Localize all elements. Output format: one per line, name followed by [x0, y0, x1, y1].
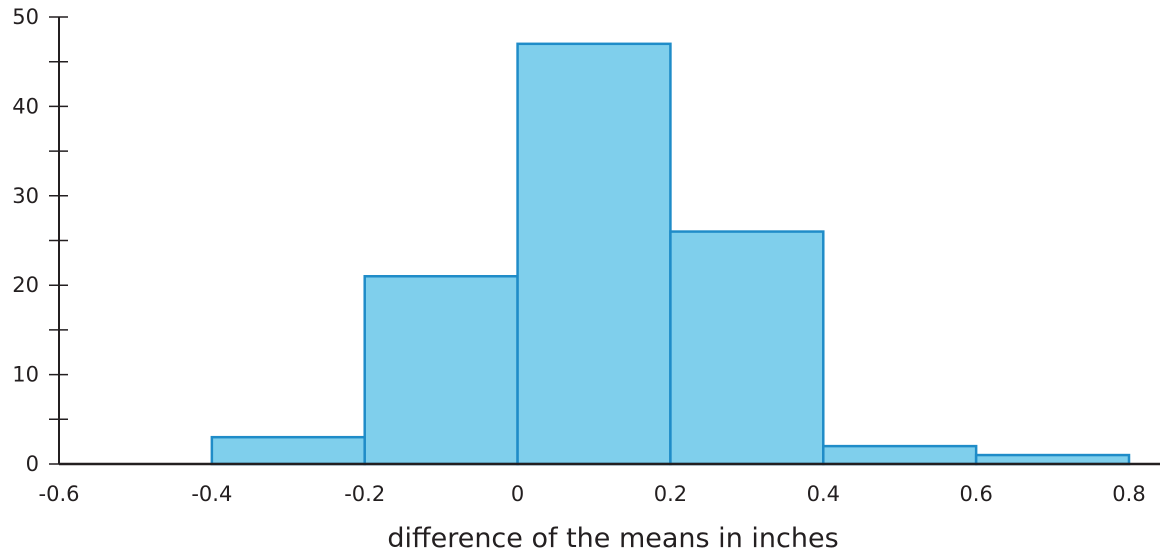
- histogram-bar: [516, 42, 672, 466]
- histogram-bar: [669, 230, 825, 466]
- x-tick-label: -0.4: [191, 482, 232, 506]
- x-axis-title: difference of the means in inches: [387, 523, 838, 552]
- x-tick-label: 0.6: [959, 482, 992, 506]
- x-tick-label: 0.2: [654, 482, 687, 506]
- y-tick-label: 50: [12, 5, 39, 29]
- y-tick-label: 0: [26, 452, 39, 476]
- histogram-bar: [210, 435, 366, 466]
- bars-layer: [210, 42, 1131, 466]
- y-tick-label: 10: [12, 363, 39, 387]
- ticks-layer: [49, 16, 68, 465]
- x-tick-label: 0: [511, 482, 524, 506]
- x-tick-label: -0.6: [39, 482, 80, 506]
- histogram-bar: [974, 453, 1131, 466]
- y-tick-label: 20: [12, 273, 39, 297]
- y-tick-label: 40: [12, 94, 39, 118]
- x-tick-label: -0.2: [344, 482, 385, 506]
- histogram-bar: [822, 444, 978, 466]
- labels-layer: 0 10 20 30 40 50 -0.6 -0.4 -0.2 0 0.2 0.4 0.6 0.8: [12, 5, 1145, 506]
- histogram-bar: [363, 275, 519, 466]
- x-tick-label: 0.4: [807, 482, 840, 506]
- y-tick-label: 30: [12, 184, 39, 208]
- x-tick-label: 0.8: [1112, 482, 1145, 506]
